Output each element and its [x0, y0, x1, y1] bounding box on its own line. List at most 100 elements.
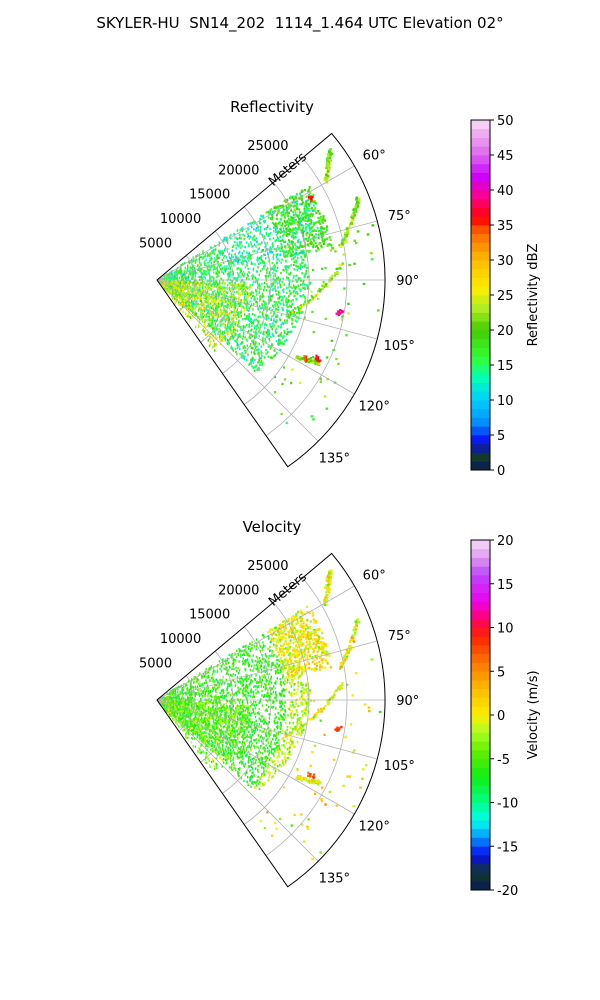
echo-gate	[175, 270, 178, 273]
echo-gate	[269, 347, 272, 350]
echo-gate	[283, 233, 285, 236]
echo-gate	[252, 347, 254, 350]
echo-gate	[253, 724, 256, 727]
echo-gate	[217, 274, 219, 277]
echo-gate	[325, 283, 328, 286]
echo-gate	[200, 683, 203, 686]
echo-gate	[229, 301, 232, 304]
colorbar-segment	[471, 303, 490, 313]
echo-gate	[301, 201, 304, 204]
echo-gate	[203, 301, 205, 304]
echo-gate	[244, 317, 246, 321]
echo-gate	[281, 321, 284, 325]
echo-gate	[182, 301, 184, 304]
echo-gate	[214, 305, 216, 308]
echo-gate	[263, 288, 265, 292]
echo-gate	[247, 647, 250, 650]
echo-gate	[286, 214, 289, 217]
echo-gate	[313, 631, 316, 635]
echo-gate	[190, 270, 192, 273]
echo-gate	[335, 357, 338, 361]
echo-gate	[241, 682, 244, 685]
echo-gate	[272, 265, 275, 268]
echo-gate	[211, 313, 213, 316]
echo-gate	[294, 210, 297, 213]
echo-gate	[297, 284, 299, 287]
echo-gate	[290, 305, 292, 309]
echo-gate	[286, 208, 288, 211]
echo-gate	[218, 264, 220, 267]
echo-gate	[244, 355, 246, 358]
echo-gate	[181, 298, 184, 302]
echo-gate	[212, 296, 214, 299]
echo-gate	[217, 308, 219, 312]
echo-gate	[173, 696, 176, 699]
echo-gate	[285, 338, 288, 342]
echo-gate	[206, 671, 209, 674]
echo-gate	[329, 152, 332, 155]
echo-gate	[243, 250, 245, 253]
echo-gate	[281, 632, 283, 635]
echo-gate	[206, 266, 208, 269]
echo-gate	[237, 315, 240, 318]
echo-gate	[272, 322, 274, 325]
echo-gate	[262, 304, 264, 307]
echo-gate	[292, 308, 295, 312]
echo-gate	[272, 257, 274, 260]
echo-gate	[308, 193, 311, 196]
echo-gate	[207, 286, 210, 289]
echo-gate	[327, 152, 331, 155]
echo-gate	[271, 216, 274, 219]
echo-gate	[221, 331, 224, 334]
echo-gate	[302, 279, 305, 282]
echo-gate	[210, 265, 212, 268]
echo-gate	[204, 254, 206, 258]
colorbar-segment	[471, 120, 490, 130]
echo-gate	[314, 241, 317, 245]
echo-gate	[209, 708, 212, 712]
echo-gate	[223, 269, 226, 272]
echo-gate	[197, 734, 199, 737]
echo-gate	[275, 307, 277, 311]
echo-gate	[226, 326, 228, 329]
echo-gate	[243, 746, 245, 749]
echo-gate	[252, 321, 254, 324]
echo-gate	[298, 277, 300, 280]
echo-gate	[228, 684, 230, 687]
echo-gate	[261, 267, 264, 271]
echo-gate	[217, 289, 219, 292]
range-ring	[200, 230, 234, 343]
range-ring	[243, 182, 310, 405]
echo-gate	[208, 312, 210, 315]
echo-gate	[293, 198, 295, 202]
echo-gate	[179, 271, 181, 275]
echo-gate	[186, 298, 188, 301]
echo-gate	[303, 286, 306, 290]
echo-gate	[280, 659, 283, 662]
echo-gate	[240, 261, 242, 264]
echo-gate	[222, 335, 224, 339]
echo-gate	[281, 342, 284, 345]
echo-gate	[237, 262, 239, 265]
echo-gate	[276, 212, 278, 216]
echo-gate	[308, 234, 311, 237]
echo-gate	[271, 663, 273, 666]
echo-gate	[246, 287, 248, 290]
echo-gate	[246, 339, 249, 342]
echo-gate	[285, 227, 287, 230]
echo-gate	[305, 234, 308, 237]
echo-gate	[307, 358, 310, 361]
echo-gate	[258, 738, 260, 741]
echo-gate	[198, 720, 201, 723]
echo-gate	[237, 258, 239, 261]
echo-gate	[202, 283, 204, 286]
echo-gate	[240, 237, 242, 240]
echo-gate	[234, 306, 237, 310]
echo-gate	[250, 292, 252, 296]
echo-gate	[301, 311, 304, 314]
echo-gate	[264, 264, 266, 267]
echo-gate	[246, 308, 248, 311]
echo-gate	[193, 299, 196, 302]
echo-gate	[203, 322, 205, 325]
echo-gate	[292, 664, 295, 667]
